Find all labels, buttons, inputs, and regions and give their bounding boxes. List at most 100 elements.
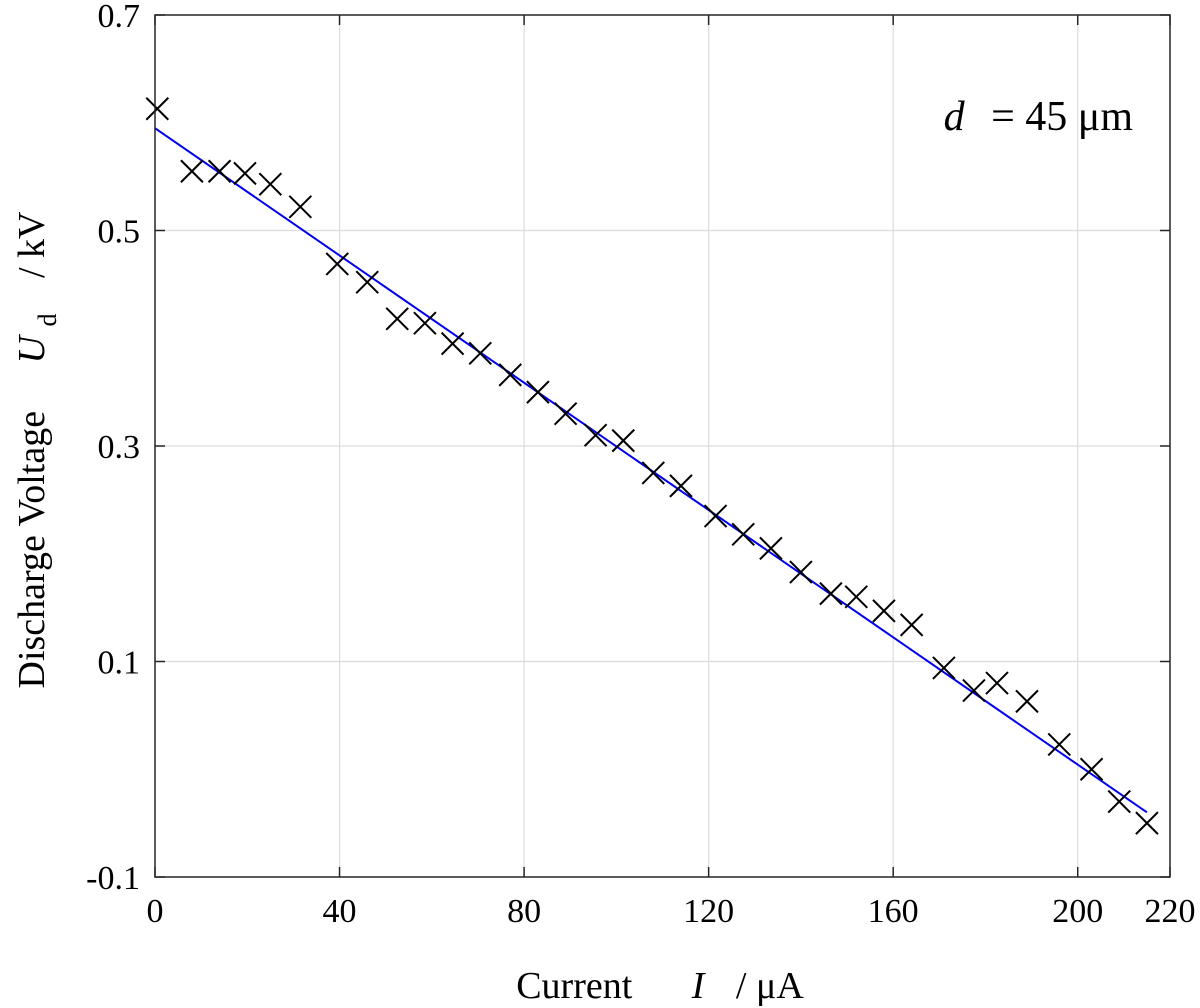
x-axis-symbol: I xyxy=(691,965,707,1007)
data-point-marker xyxy=(1047,732,1071,757)
axis-ticks xyxy=(154,14,1171,878)
x-axis-label-prefix: Current xyxy=(516,965,633,1007)
x-tick-label: 200 xyxy=(1052,893,1103,930)
marker-stroke xyxy=(553,401,578,426)
data-point-marker xyxy=(759,536,783,561)
marker-stroke xyxy=(233,161,257,186)
x-tick-labels: 0 40 80 120 160 200 220 xyxy=(147,893,1196,930)
data-point-marker xyxy=(325,252,349,276)
data-markers xyxy=(145,97,1159,835)
gap-annotation: d = 45 μm xyxy=(944,94,1134,140)
gap-symbol: d xyxy=(944,94,966,140)
data-point-marker xyxy=(899,613,924,637)
marker-stroke xyxy=(468,341,492,366)
data-point-marker xyxy=(145,97,170,121)
data-point-marker xyxy=(611,428,635,453)
data-point-marker xyxy=(1107,789,1131,814)
x-axis-label: Current I / μA xyxy=(516,965,804,1007)
data-point-marker xyxy=(731,522,755,547)
data-point-marker xyxy=(498,363,522,387)
data-point-marker xyxy=(703,504,728,528)
marker-stroke xyxy=(819,581,843,606)
y-axis-symbol: U xyxy=(11,333,53,363)
y-tick-label: -0.1 xyxy=(86,860,140,897)
marker-stroke xyxy=(385,307,409,331)
marker-stroke xyxy=(258,172,283,196)
x-tick-label: 0 xyxy=(147,893,164,930)
marker-stroke xyxy=(985,671,1009,695)
marker-stroke xyxy=(1107,789,1131,814)
marker-stroke xyxy=(789,560,813,584)
data-point-marker xyxy=(180,159,204,183)
data-point-marker xyxy=(1079,757,1104,781)
data-point-marker xyxy=(468,341,492,366)
data-point-marker xyxy=(440,331,465,356)
marker-stroke xyxy=(207,159,232,183)
y-tick-labels: -0.1 0.1 0.3 0.5 0.7 xyxy=(86,0,140,897)
data-point-marker xyxy=(789,560,813,584)
marker-stroke xyxy=(703,504,728,528)
data-point-marker xyxy=(1135,811,1159,835)
y-axis-unit: / kV xyxy=(11,211,53,278)
data-point-marker xyxy=(669,474,693,498)
marker-stroke xyxy=(1047,732,1071,757)
y-tick-label: 0.5 xyxy=(98,214,141,251)
marker-stroke xyxy=(962,678,986,703)
marker-stroke xyxy=(526,380,550,404)
marker-stroke xyxy=(288,195,313,219)
marker-stroke xyxy=(498,363,522,387)
y-tick-label: 0.3 xyxy=(98,429,141,466)
marker-stroke xyxy=(641,461,665,485)
data-point-marker xyxy=(844,585,868,609)
data-point-marker xyxy=(819,581,843,606)
data-point-marker xyxy=(207,159,232,183)
data-point-marker xyxy=(413,311,437,335)
data-point-marker xyxy=(385,307,409,331)
y-tick-label: 0.7 xyxy=(98,0,141,35)
x-tick-label: 160 xyxy=(868,893,919,930)
marker-stroke xyxy=(932,656,956,680)
data-point-marker xyxy=(553,401,578,426)
marker-stroke xyxy=(413,311,437,335)
data-point-marker xyxy=(985,671,1009,695)
grid-lines xyxy=(155,15,1170,877)
marker-stroke xyxy=(583,423,608,447)
data-point-marker xyxy=(526,380,550,404)
marker-stroke xyxy=(844,585,868,609)
marker-stroke xyxy=(325,252,349,276)
marker-stroke xyxy=(899,613,924,637)
data-point-marker xyxy=(288,195,313,219)
x-tick-label: 220 xyxy=(1145,893,1196,930)
marker-stroke xyxy=(759,536,783,561)
marker-stroke xyxy=(1079,757,1104,781)
x-tick-label: 120 xyxy=(683,893,734,930)
marker-stroke xyxy=(1015,689,1039,714)
x-tick-label: 40 xyxy=(323,893,357,930)
marker-stroke xyxy=(180,159,204,183)
marker-stroke xyxy=(731,522,755,547)
y-axis-subscript: d xyxy=(33,313,62,326)
marker-stroke xyxy=(611,428,635,453)
data-point-marker xyxy=(233,161,257,186)
y-axis-label-prefix: Discharge Voltage xyxy=(11,411,53,689)
data-point-marker xyxy=(962,678,986,703)
marker-stroke xyxy=(872,599,896,623)
x-axis-unit: / μA xyxy=(736,965,804,1007)
gap-value: = 45 μm xyxy=(991,94,1133,140)
data-point-marker xyxy=(258,172,283,196)
marker-stroke xyxy=(440,331,465,356)
marker-stroke xyxy=(145,97,170,121)
x-tick-label: 80 xyxy=(507,893,541,930)
marker-stroke xyxy=(669,474,693,498)
data-point-marker xyxy=(583,423,608,447)
y-axis-label: Discharge Voltage U d / kV xyxy=(11,211,65,689)
marker-stroke xyxy=(1135,811,1159,835)
marker-stroke xyxy=(355,270,379,294)
data-point-marker xyxy=(641,461,665,485)
data-point-marker xyxy=(355,270,379,294)
data-point-marker xyxy=(932,656,956,680)
y-tick-label: 0.1 xyxy=(98,645,141,682)
data-point-marker xyxy=(872,599,896,623)
data-point-marker xyxy=(1015,689,1039,714)
